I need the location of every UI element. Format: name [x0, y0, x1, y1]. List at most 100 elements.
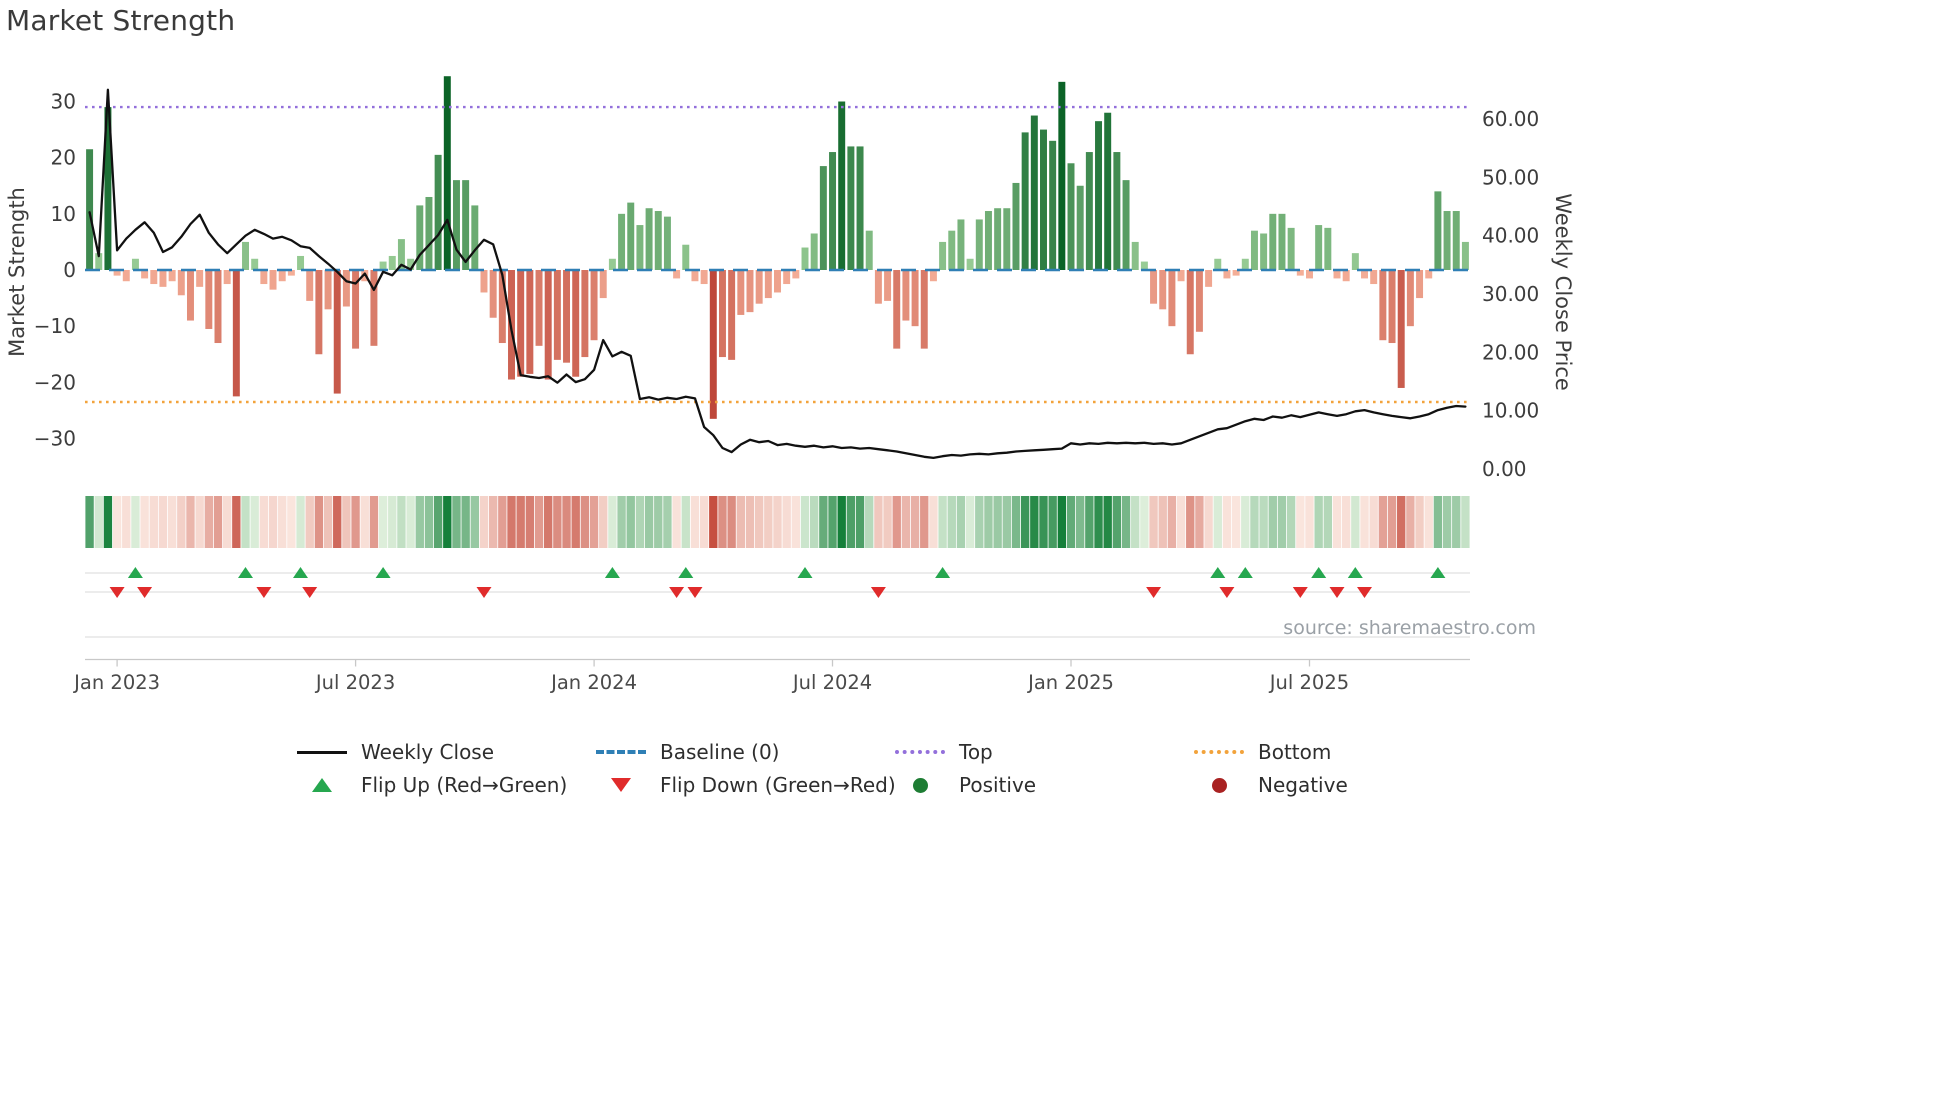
heatmap-cell	[131, 496, 140, 548]
heatmap-cell	[232, 496, 241, 548]
strength-bar	[810, 233, 818, 270]
dotted-line-icon	[1194, 750, 1244, 754]
heatmap-cell	[938, 496, 947, 548]
heatmap-cell	[1250, 496, 1259, 548]
strength-bar	[984, 211, 992, 270]
strength-bar	[1076, 185, 1084, 270]
heatmap-cell	[1341, 496, 1351, 548]
x-tick-label: Jan 2025	[1026, 671, 1114, 694]
strength-bar	[1351, 253, 1359, 270]
heatmap-cell	[782, 496, 791, 548]
strength-bar	[480, 270, 488, 293]
heatmap-cell	[452, 496, 461, 548]
strength-bar	[1461, 241, 1469, 270]
strength-bar	[838, 101, 846, 270]
heatmap-cell	[764, 496, 773, 548]
heatmap-cell	[1222, 496, 1232, 548]
left-axis-tick-label: 30	[51, 89, 76, 113]
heatmap-cell	[984, 496, 993, 548]
strength-bar	[1287, 227, 1295, 270]
strength-bar	[1223, 270, 1231, 279]
heatmap-cell	[1268, 496, 1277, 548]
heatmap-cell	[1121, 496, 1131, 548]
strength-bar	[682, 244, 690, 270]
heatmap-cell	[608, 496, 617, 548]
heatmap-cell	[1415, 496, 1424, 548]
strength-bar	[168, 270, 176, 282]
strength-bar	[517, 270, 525, 377]
flip-down-marker	[870, 587, 886, 598]
heatmap-cell	[617, 496, 626, 548]
heatmap-cell	[654, 496, 663, 548]
strength-bar	[1443, 211, 1451, 270]
heatmap-cell	[278, 496, 287, 548]
strength-bar	[1067, 163, 1075, 270]
strength-bar	[1058, 81, 1066, 270]
heatmap-cell	[672, 496, 681, 548]
negative-swatch	[1193, 777, 1245, 793]
strength-bar	[939, 241, 947, 270]
heatmap-cell	[1103, 496, 1112, 548]
strength-bar	[1113, 152, 1121, 270]
heatmap-cell	[406, 496, 415, 548]
heatmap-cell	[681, 496, 690, 548]
heatmap-cell	[167, 496, 177, 548]
strength-bar	[673, 270, 681, 279]
heatmap-cell	[443, 496, 452, 548]
heatmap-cell	[268, 496, 278, 548]
heatmap-cell	[241, 496, 250, 548]
heatmap-cell	[1030, 496, 1039, 548]
strength-bar	[884, 270, 892, 301]
strength-bar	[1250, 230, 1258, 270]
heatmap-cell	[920, 496, 929, 548]
strength-bar	[1416, 270, 1424, 299]
strength-bar	[1122, 180, 1130, 270]
heatmap-cell	[846, 496, 856, 548]
heatmap-cell	[544, 496, 553, 548]
heatmap-cell	[388, 496, 397, 548]
heatmap-cell	[773, 496, 782, 548]
strength-bar	[691, 270, 699, 282]
strength-bar	[1131, 241, 1139, 270]
strength-bar	[131, 258, 139, 270]
legend-item-baseline: Baseline (0)	[595, 739, 894, 765]
strength-bar	[86, 149, 94, 270]
heatmap-cell	[397, 496, 406, 548]
flip-up-marker	[1311, 567, 1327, 578]
legend-label-flip-down: Flip Down (Green→Red)	[660, 773, 896, 797]
positive-swatch	[894, 777, 946, 793]
strength-bar	[1333, 270, 1341, 279]
heatmap-cell	[1387, 496, 1397, 548]
heatmap-cell	[149, 496, 158, 548]
dark-red-dot-icon	[1211, 777, 1227, 793]
weekly-close-line	[88, 88, 1467, 460]
flip-down-marker	[1219, 587, 1235, 598]
strength-bar	[1260, 233, 1268, 270]
heatmap-cell	[525, 496, 535, 548]
strength-bar	[865, 230, 873, 270]
dotted-line-icon	[895, 750, 945, 754]
flip-down-marker	[302, 587, 318, 598]
strength-bar	[618, 213, 626, 270]
legend-item-flip-down: Flip Down (Green→Red)	[595, 772, 896, 798]
heatmap-cell	[745, 496, 755, 548]
strength-bar	[663, 216, 671, 270]
strength-bar	[242, 241, 249, 270]
legend-label-weekly-close: Weekly Close	[361, 740, 495, 764]
heatmap-cell	[1057, 496, 1067, 548]
strength-bar	[159, 270, 167, 287]
heatmap-cell	[553, 496, 562, 548]
strength-bar	[874, 270, 882, 304]
strength-bar	[352, 270, 360, 349]
heatmap-cell	[1314, 496, 1323, 548]
heatmap-cell	[892, 496, 901, 548]
heatmap-cell	[1140, 496, 1149, 548]
legend-item-negative: Negative	[1193, 772, 1492, 798]
strength-bar	[306, 270, 314, 301]
strength-bar	[966, 258, 974, 270]
left-axis-tick-label: 0	[63, 258, 76, 282]
heatmap-cell	[498, 496, 507, 548]
flip-up-marker	[1347, 567, 1363, 578]
right-axis-tick-label: 10.00	[1482, 399, 1539, 423]
